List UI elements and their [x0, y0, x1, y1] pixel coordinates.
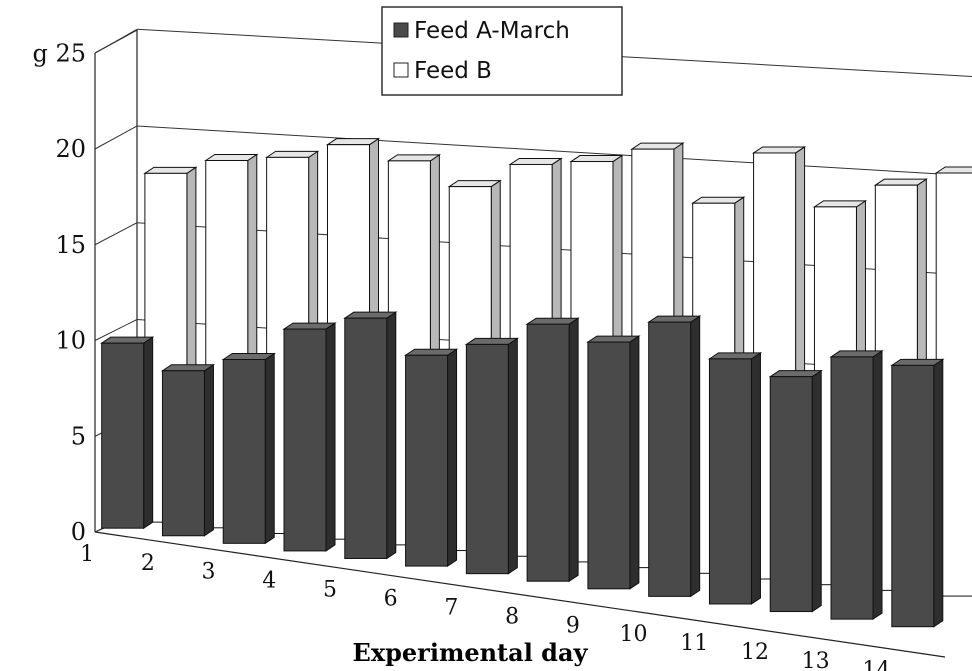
x-tick-label: 1 — [80, 542, 94, 567]
y-tick-label: g 25 — [32, 39, 86, 67]
bar-feed-a — [707, 351, 763, 605]
x-axis-ticks: 1 2 3 4 5 6 7 8 9 10 11 12 13 14 — [80, 542, 890, 671]
legend: Feed A-March Feed B — [381, 6, 623, 96]
x-tick-label: 5 — [323, 578, 337, 603]
bar-feed-a — [160, 363, 216, 537]
gridline-side — [94, 125, 138, 150]
legend-swatch-feed-b — [393, 62, 409, 78]
gridline — [136, 125, 972, 177]
x-tick-label: 12 — [741, 640, 769, 665]
x-tick-label: 10 — [620, 622, 648, 647]
x-axis-title: Experimental day — [353, 638, 589, 667]
x-tick-label: 8 — [505, 604, 519, 629]
bar-feed-a — [343, 311, 398, 560]
x-tick-label: 6 — [384, 586, 398, 611]
x-tick-label: 14 — [862, 658, 890, 671]
bar-feed-a — [768, 369, 823, 613]
legend-box — [381, 6, 623, 96]
bar-feed-a — [647, 315, 702, 598]
x-tick-label: 3 — [202, 560, 216, 585]
x-tick-label: 9 — [566, 613, 580, 638]
bar-feed-a — [586, 335, 641, 590]
bar-feed-a — [100, 336, 155, 530]
bar-feed-a — [829, 349, 884, 621]
bar-feed-a — [403, 348, 459, 568]
feed-a-bars — [100, 311, 945, 628]
gridline-side — [94, 319, 138, 341]
y-axis-ticks: 0 5 10 15 20 g 25 — [32, 39, 86, 546]
x-tick-label: 13 — [802, 649, 830, 671]
x-tick-label: 2 — [141, 551, 155, 576]
y-tick-label: 0 — [71, 518, 86, 546]
legend-swatch-feed-a — [393, 22, 409, 38]
bar-feed-a — [890, 358, 945, 628]
floor-front-edge — [94, 531, 946, 658]
legend-label-feed-b: Feed B — [414, 58, 492, 84]
y-tick-label: 5 — [71, 422, 86, 450]
legend-label-feed-a: Feed A-March — [414, 18, 570, 44]
bar-feed-a — [282, 322, 337, 552]
x-tick-label: 11 — [680, 631, 708, 656]
bar-feed-a — [525, 317, 580, 583]
y-tick-label: 15 — [55, 231, 86, 259]
bar-feed-a — [221, 352, 276, 545]
x-tick-label: 7 — [444, 595, 458, 620]
bar-feed-a — [464, 337, 519, 575]
gridline-side — [94, 222, 138, 246]
y-tick-label: 10 — [55, 327, 86, 355]
y-tick-label: 20 — [55, 135, 86, 163]
x-tick-label: 4 — [262, 569, 276, 594]
gridline-side — [94, 28, 138, 54]
